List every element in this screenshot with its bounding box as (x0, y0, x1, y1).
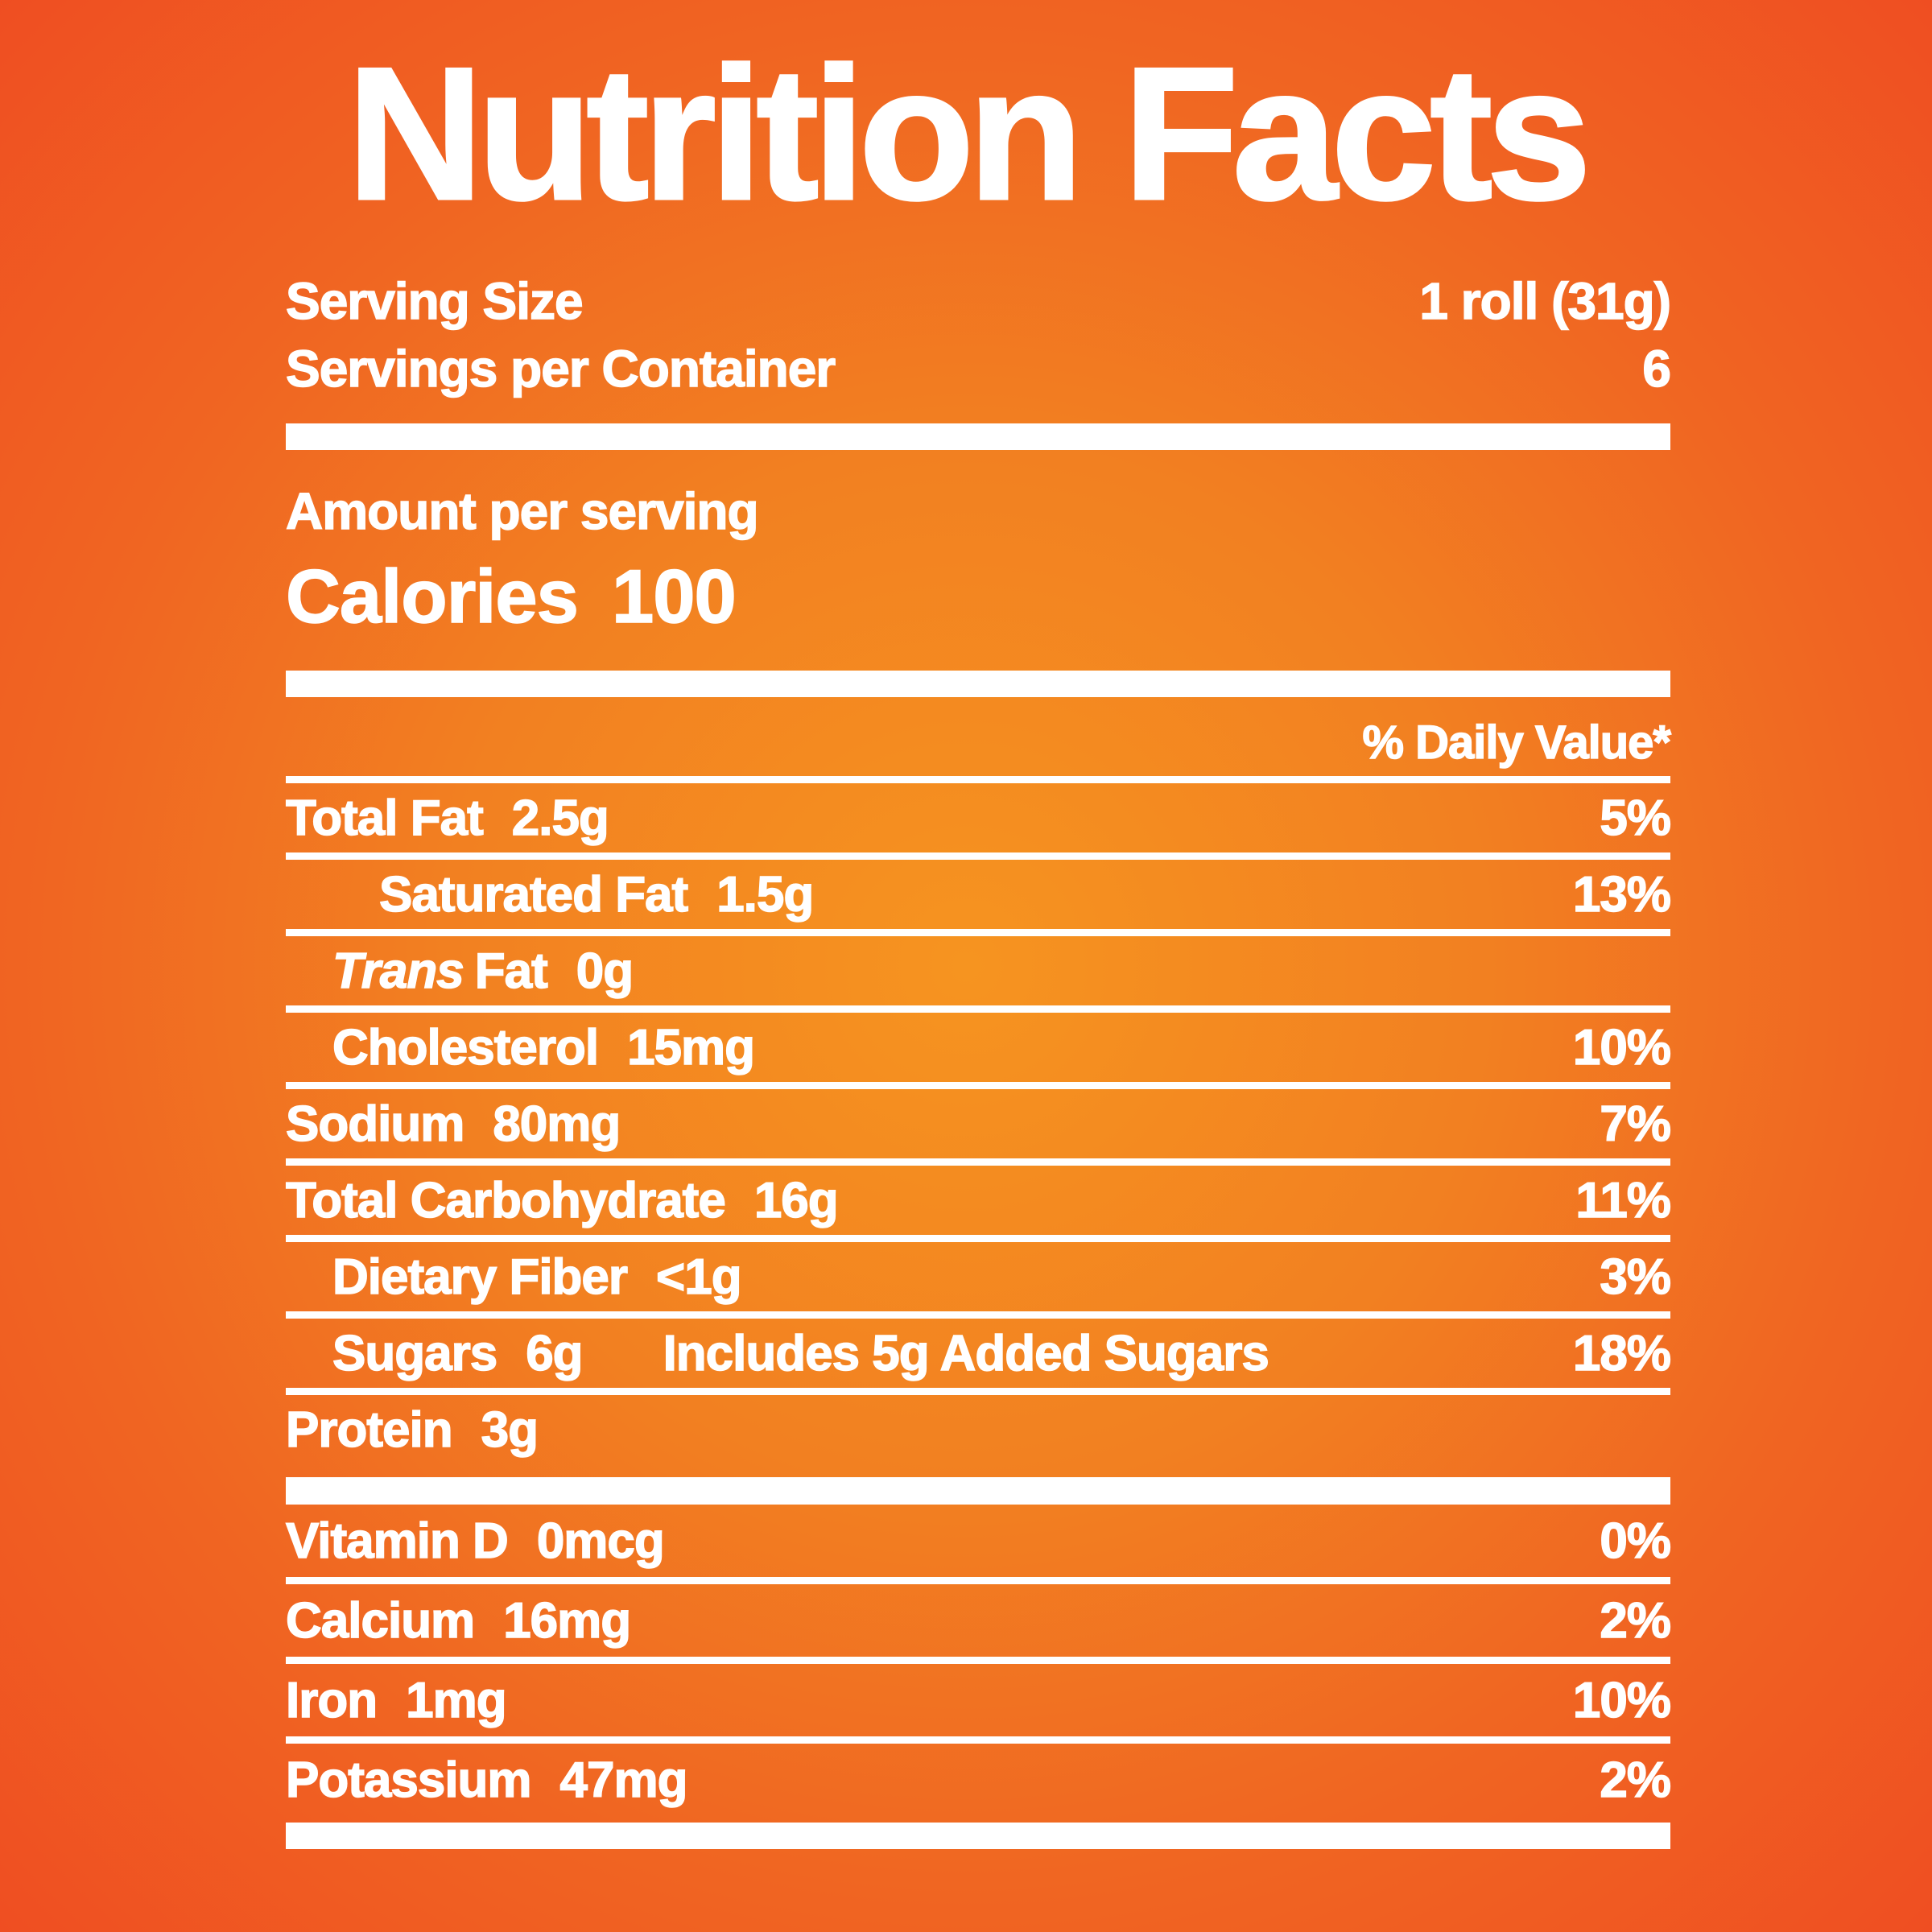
nutrient-label: Potassium (285, 1752, 532, 1809)
nutrient-row-cholesterol: Cholesterol 15mg 10% (286, 1013, 1672, 1082)
calories-value: 100 (611, 553, 737, 639)
serving-row-servings-per-container: Servings per Container 6 (285, 335, 1672, 402)
nutrient-label: Calcium (285, 1592, 476, 1649)
thin-divider-rule (286, 1005, 1670, 1013)
nutrient-row-sugars: Sugars 6g Includes 5g Added Sugars 18% (286, 1319, 1672, 1388)
nutrient-amount: 16mg (502, 1592, 631, 1649)
nutrient-row-dietary-fiber: Dietary Fiber <1g 3% (286, 1242, 1672, 1311)
vitamin-row-iron: Iron 1mg 10% (285, 1664, 1672, 1736)
nutrient-extra-note: Includes 5g Added Sugars (663, 1325, 1270, 1382)
thin-divider-rule (286, 776, 1670, 783)
nutrient-label-italic: Trans (332, 943, 464, 1000)
nutrient-amount: 1mg (405, 1672, 507, 1729)
nutrient-label: Total Fat (285, 790, 484, 847)
nutrient-daily-value: 3% (1600, 1249, 1672, 1306)
thin-divider-rule (286, 1577, 1670, 1584)
nutrient-amount: 1.5g (716, 866, 815, 923)
nutrient-row-trans-fat: Trans Fat 0g (286, 936, 1670, 1005)
thin-divider-rule (286, 1657, 1670, 1664)
nutrient-amount: 0mcg (536, 1513, 665, 1570)
nutrient-amount: 80mg (493, 1096, 621, 1153)
thin-divider-rule (286, 1158, 1670, 1166)
vitamin-row-potassium: Potassium 47mg 2% (285, 1744, 1672, 1816)
label-content: Serving Size 1 roll (31g) Servings per Con… (285, 267, 1672, 1849)
nutrient-daily-value: 0% (1600, 1513, 1672, 1570)
page-title: Nutrition Facts (345, 27, 1592, 239)
nutrient-label: Protein (285, 1402, 453, 1459)
nutrient-amount: 47mg (559, 1752, 688, 1809)
nutrient-row-saturated-fat: Saturated Fat 1.5g 13% (286, 860, 1672, 929)
thick-divider-bar (286, 423, 1670, 450)
nutrient-label: Sodium (285, 1096, 465, 1153)
vitamin-row-vitamin-d: Vitamin D 0mcg 0% (285, 1505, 1672, 1577)
nutrient-label: Iron (285, 1672, 378, 1729)
nutrient-amount: 0g (576, 943, 634, 1000)
nutrient-amount: 6g (525, 1325, 584, 1382)
nutrient-label: Vitamin D (285, 1513, 509, 1570)
nutrient-row-protein: Protein 3g (285, 1395, 1670, 1464)
nutrient-amount: 3g (481, 1402, 539, 1459)
calories-row: Calories 100 (285, 551, 1670, 642)
nutrient-daily-value: 10% (1572, 1019, 1672, 1076)
thin-divider-rule (286, 1235, 1670, 1242)
nutrient-rows: Total Fat 2.5g 5% Saturated Fat 1.5g 13% Trans… (285, 783, 1672, 1464)
nutrient-amount: 15mg (626, 1019, 755, 1076)
daily-value-header: % Daily Value* (1362, 716, 1672, 769)
nutrient-daily-value: 13% (1572, 866, 1672, 923)
thin-divider-rule (286, 1311, 1670, 1319)
thin-divider-rule (286, 929, 1670, 936)
nutrient-label: Cholesterol (332, 1019, 600, 1076)
nutrient-label: Sugars (332, 1325, 498, 1382)
thick-divider-bar (286, 671, 1670, 697)
amount-per-serving-label: Amount per serving (285, 481, 759, 541)
nutrient-label: Total Carbohydrate (285, 1172, 726, 1229)
nutrient-row-total-carbohydrate: Total Carbohydrate 16g 11% (285, 1166, 1672, 1235)
vitamin-rows: Vitamin D 0mcg 0% Calcium 16mg 2% Iron 1mg 10% Po… (285, 1505, 1672, 1816)
nutrient-daily-value: 18% (1572, 1325, 1672, 1382)
nutrient-daily-value: 5% (1600, 790, 1672, 847)
serving-section: Serving Size 1 roll (31g) Servings per Con… (285, 267, 1672, 402)
nutrient-row-total-fat: Total Fat 2.5g 5% (285, 783, 1672, 852)
nutrient-daily-value: 2% (1600, 1752, 1672, 1809)
serving-row-label: Servings per Container (285, 339, 836, 398)
nutrient-daily-value: 2% (1600, 1592, 1672, 1649)
thin-divider-rule (286, 852, 1670, 860)
nutrient-label: Saturated Fat (378, 866, 689, 923)
vitamin-row-calcium: Calcium 16mg 2% (285, 1584, 1672, 1657)
nutrient-label: Fat (474, 943, 549, 1000)
thin-divider-rule (286, 1082, 1670, 1089)
nutrient-amount: <1g (655, 1249, 742, 1306)
serving-row-label: Serving Size (285, 271, 584, 331)
thin-divider-rule (286, 1736, 1670, 1744)
nutrient-daily-value: 7% (1600, 1096, 1672, 1153)
thick-divider-bar (286, 1477, 1670, 1505)
nutrient-daily-value: 11% (1575, 1172, 1672, 1229)
nutrient-row-sodium: Sodium 80mg 7% (285, 1089, 1672, 1158)
thin-divider-rule (286, 1388, 1670, 1395)
nutrient-amount: 16g (753, 1172, 839, 1229)
calories-label: Calories (285, 553, 579, 639)
nutrient-daily-value: 10% (1572, 1672, 1672, 1729)
serving-row-serving-size: Serving Size 1 roll (31g) (285, 267, 1672, 335)
nutrient-label: Dietary Fiber (332, 1249, 629, 1306)
serving-row-value: 6 (1642, 339, 1672, 398)
thick-divider-bar (286, 1823, 1670, 1849)
serving-row-value: 1 roll (31g) (1419, 271, 1672, 331)
nutrient-amount: 2.5g (511, 790, 610, 847)
